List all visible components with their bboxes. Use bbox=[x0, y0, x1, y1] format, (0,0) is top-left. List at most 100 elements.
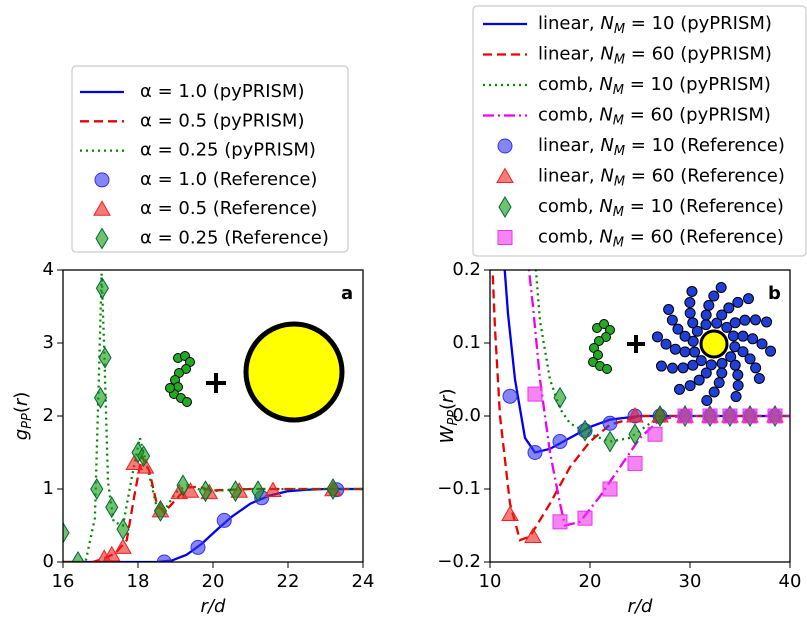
y-tick-label: −0.1 bbox=[437, 478, 481, 499]
marker bbox=[524, 527, 542, 543]
plus bbox=[627, 335, 645, 353]
x-tick-label: 10 bbox=[479, 571, 502, 592]
marker bbox=[722, 408, 738, 424]
core bbox=[699, 329, 729, 359]
y-tick-label: 4 bbox=[43, 259, 54, 280]
marker bbox=[603, 430, 617, 453]
marker bbox=[527, 445, 543, 460]
y-tick-label: 2 bbox=[43, 405, 54, 426]
marker bbox=[137, 445, 151, 468]
legend-label: α = 1.0 (Reference) bbox=[140, 169, 317, 190]
marker bbox=[264, 481, 282, 497]
marker bbox=[553, 386, 567, 409]
marker bbox=[190, 539, 206, 555]
marker bbox=[116, 518, 130, 541]
marker bbox=[577, 510, 593, 526]
y-tick-label: 0.0 bbox=[452, 405, 481, 426]
inset-b-chain bbox=[588, 319, 615, 374]
marker bbox=[251, 480, 265, 503]
legend-label: comb, NM = 10 (Reference) bbox=[538, 196, 784, 220]
panel-label: b bbox=[768, 283, 781, 304]
legend-marker bbox=[94, 172, 110, 188]
legend-label: α = 0.5 (pyPRISM) bbox=[140, 110, 305, 131]
marker bbox=[326, 478, 340, 500]
marker bbox=[602, 481, 618, 497]
marker bbox=[647, 426, 663, 442]
marker bbox=[628, 423, 642, 446]
marker bbox=[677, 408, 693, 424]
series-line bbox=[63, 487, 363, 562]
marker bbox=[502, 388, 518, 404]
y-axis-label: gPP(r) bbox=[11, 392, 35, 441]
x-axis-label: r/d bbox=[628, 596, 653, 617]
legend-label: linear, NM = 10 (pyPRISM) bbox=[538, 13, 772, 37]
legend-label: comb, NM = 10 (pyPRISM) bbox=[538, 74, 771, 98]
y-tick-label: −0.2 bbox=[437, 551, 481, 572]
legend-label: comb, NM = 60 (Reference) bbox=[538, 227, 784, 251]
marker bbox=[767, 408, 783, 424]
y-tick-label: 0.1 bbox=[452, 332, 481, 353]
legend-label: comb, NM = 60 (pyPRISM) bbox=[538, 105, 771, 129]
legend-marker bbox=[497, 230, 513, 245]
legend-label: α = 1.0 (pyPRISM) bbox=[140, 81, 305, 102]
legend-label: α = 0.25 (pyPRISM) bbox=[140, 140, 316, 161]
y-tick-label: 1 bbox=[43, 478, 54, 499]
series-line bbox=[534, 270, 790, 443]
x-tick-label: 40 bbox=[779, 571, 802, 592]
x-tick-label: 20 bbox=[579, 571, 602, 592]
marker bbox=[176, 474, 190, 497]
plot-area bbox=[491, 270, 790, 543]
marker bbox=[742, 408, 758, 424]
legend-marker bbox=[95, 227, 109, 250]
marker bbox=[71, 551, 85, 562]
series-line bbox=[527, 270, 790, 527]
legend-box bbox=[472, 5, 807, 257]
marker bbox=[98, 346, 112, 369]
legend-marker bbox=[497, 138, 513, 154]
plus bbox=[206, 373, 226, 393]
particle bbox=[243, 321, 345, 423]
legend-marker bbox=[498, 196, 512, 218]
comb-polymer bbox=[651, 281, 777, 407]
legend-box bbox=[71, 65, 349, 253]
legend-label: linear, NM = 60 (pyPRISM) bbox=[538, 44, 772, 68]
legend-label: α = 0.5 (Reference) bbox=[140, 198, 317, 219]
marker bbox=[578, 419, 592, 442]
plot-area bbox=[63, 273, 363, 562]
marker bbox=[627, 455, 643, 471]
marker bbox=[153, 499, 168, 522]
legend-label: α = 0.25 (Reference) bbox=[140, 228, 329, 249]
x-tick-label: 20 bbox=[202, 571, 225, 592]
y-tick-label: 0.2 bbox=[452, 259, 481, 280]
legend-label: linear, NM = 60 (Reference) bbox=[538, 166, 785, 190]
marker bbox=[93, 386, 108, 409]
marker bbox=[216, 512, 232, 528]
marker bbox=[626, 406, 644, 423]
y-tick-label: 0 bbox=[43, 551, 54, 572]
axes-frame bbox=[489, 269, 791, 563]
x-tick-label: 24 bbox=[352, 571, 375, 592]
marker bbox=[198, 480, 213, 503]
x-tick-label: 30 bbox=[679, 571, 702, 592]
marker bbox=[90, 478, 104, 500]
marker bbox=[552, 514, 568, 530]
marker bbox=[156, 554, 172, 562]
x-tick-label: 22 bbox=[277, 571, 300, 592]
marker bbox=[552, 434, 568, 450]
marker bbox=[136, 458, 155, 474]
y-axis-label: WPP(r) bbox=[437, 389, 461, 444]
panel-label: a bbox=[341, 283, 353, 304]
legend-marker bbox=[496, 167, 514, 183]
inset-a bbox=[165, 351, 195, 407]
marker bbox=[527, 386, 543, 402]
legend-marker bbox=[93, 200, 111, 216]
axes-frame bbox=[62, 269, 364, 563]
marker bbox=[63, 521, 70, 544]
x-tick-label: 16 bbox=[52, 571, 75, 592]
series-line bbox=[63, 273, 363, 562]
marker bbox=[501, 505, 519, 522]
marker bbox=[114, 538, 132, 554]
legend-label: linear, NM = 10 (Reference) bbox=[538, 135, 785, 159]
marker bbox=[228, 480, 243, 503]
